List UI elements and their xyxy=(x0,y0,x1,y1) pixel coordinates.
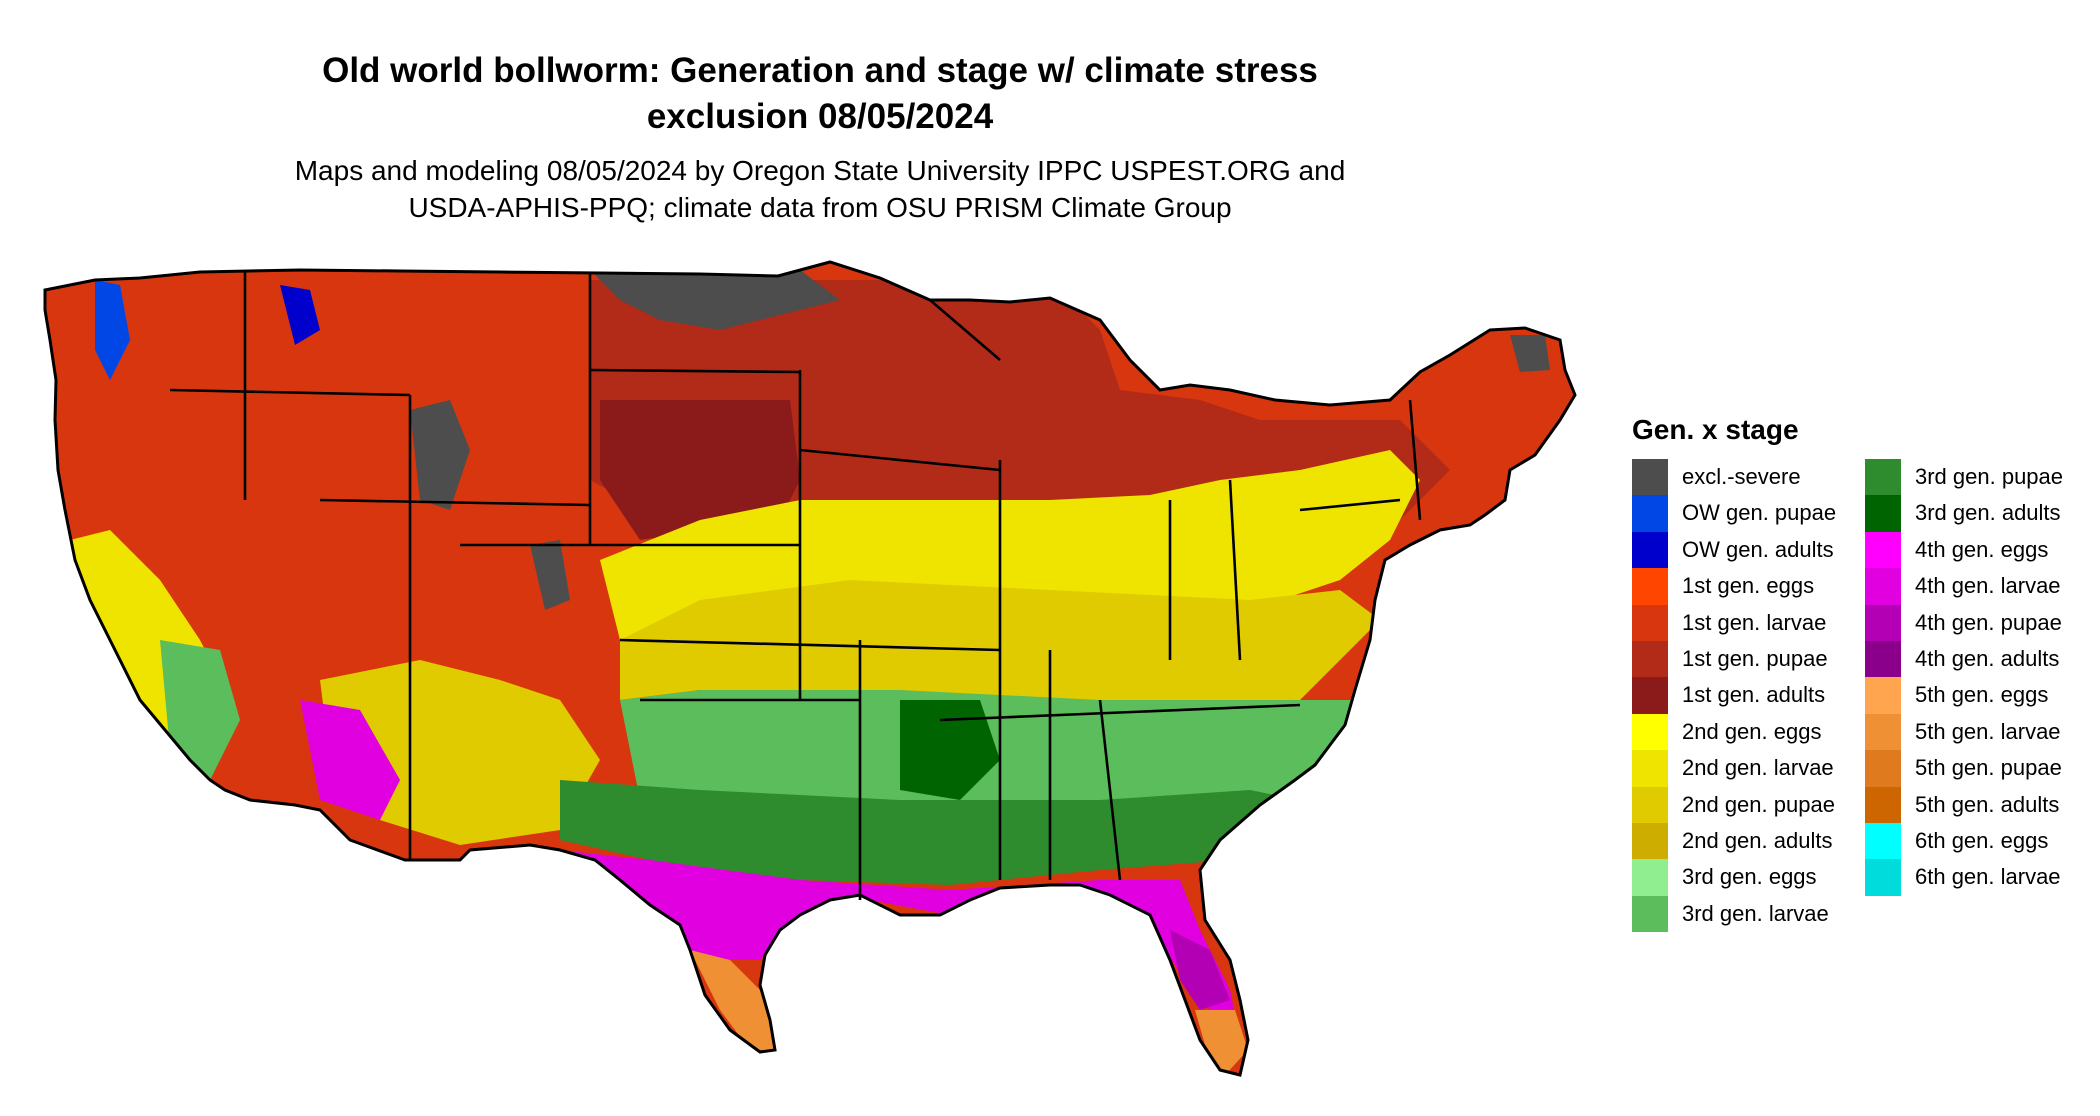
legend-swatch xyxy=(1632,822,1668,860)
zone-5th-gen-larvae-florida xyxy=(1195,1010,1248,1075)
legend-swatch xyxy=(1632,895,1668,933)
zone-4th-gen-larvae-arizona xyxy=(300,700,400,820)
legend-label: 1st gen. adults xyxy=(1682,682,1826,708)
zone-1st-gen-adults xyxy=(600,400,800,540)
subtitle-line-2: USDA-APHIS-PPQ; climate data from OSU PR… xyxy=(408,192,1232,223)
legend-label: 3rd gen. eggs xyxy=(1682,864,1817,890)
legend-swatch xyxy=(1865,568,1901,605)
legend-label: 5th gen. adults xyxy=(1915,791,2060,817)
state-boundaries xyxy=(169,272,1422,900)
legend-label: 3rd gen. adults xyxy=(1915,500,2061,526)
legend-swatch xyxy=(1632,640,1668,678)
us-generation-map xyxy=(43,260,1577,1077)
zone-excl-colorado xyxy=(530,540,570,610)
legend-label: OW gen. adults xyxy=(1682,536,1834,562)
legend-swatch xyxy=(1632,568,1668,605)
legend-swatch xyxy=(1632,459,1668,496)
legend-label: 3rd gen. pupae xyxy=(1915,464,2064,489)
legend-label: 5th gen. pupae xyxy=(1915,755,2062,781)
legend-label: excl.-severe xyxy=(1682,464,1801,489)
legend-swatch xyxy=(1865,640,1901,678)
subtitle-line-1: Maps and modeling 08/05/2024 by Oregon S… xyxy=(294,155,1346,186)
legend-swatch xyxy=(1865,859,1901,896)
legend-swatch xyxy=(1865,713,1901,751)
legend-swatch xyxy=(1632,859,1668,896)
zone-5th-gen-larvae-texas xyxy=(690,950,775,1050)
legend-label: 2nd gen. eggs xyxy=(1682,718,1822,744)
legend-swatch xyxy=(1865,604,1901,641)
zone-3rd-gen-pupae xyxy=(560,780,1300,885)
legend-swatch xyxy=(1632,677,1668,714)
zone-3rd-gen-adults xyxy=(900,700,1000,800)
legend-label: 5th gen. larvae xyxy=(1915,718,2061,744)
legend-swatch xyxy=(1865,786,1901,823)
legend-swatch xyxy=(1865,495,1901,532)
zone-excl-wyoming xyxy=(410,400,470,510)
legend-swatch xyxy=(1632,604,1668,641)
map-title: Old world bollworm: Generation and stage… xyxy=(120,48,1520,140)
legend-swatch xyxy=(1632,750,1668,787)
title-line-2: exclusion 08/05/2024 xyxy=(646,97,994,136)
legend-swatch xyxy=(1865,677,1901,714)
zone-3rd-gen-larvae xyxy=(620,690,1390,820)
zone-4th-gen-pupae-florida xyxy=(1170,930,1230,1010)
legend-swatch xyxy=(1865,822,1901,860)
legend-label: 1st gen. larvae xyxy=(1682,609,1827,635)
legend-label: 1st gen. eggs xyxy=(1682,573,1815,599)
legend-label: 4th gen. larvae xyxy=(1915,573,2061,599)
zone-3rd-gen-larvae-california xyxy=(160,640,240,780)
legend-swatch xyxy=(1865,531,1901,569)
zone-excl-maine xyxy=(1510,335,1550,372)
zone-excl-north xyxy=(590,270,840,330)
legend-swatch xyxy=(1865,459,1901,496)
legend-swatch xyxy=(1632,786,1668,823)
legend-title: Gen. x stage xyxy=(1632,414,1799,445)
legend-swatch xyxy=(1632,495,1668,532)
legend-label: 4th gen. adults xyxy=(1915,645,2060,671)
legend-label: 2nd gen. adults xyxy=(1682,827,1833,853)
legend-label: 4th gen. pupae xyxy=(1915,609,2062,635)
legend-swatch xyxy=(1865,750,1901,787)
legend-label: 6th gen. larvae xyxy=(1915,864,2061,890)
zone-ow-pupae-cascades xyxy=(95,280,130,380)
legend-label: 6th gen. eggs xyxy=(1915,827,2049,853)
legend-label: 4th gen. eggs xyxy=(1915,536,2049,562)
legend-swatch xyxy=(1632,531,1668,569)
legend-label: 1st gen. pupae xyxy=(1682,645,1828,671)
legend-label: OW gen. pupae xyxy=(1682,500,1837,526)
map-subtitle: Maps and modeling 08/05/2024 by Oregon S… xyxy=(120,152,1520,226)
legend-label: 2nd gen. larvae xyxy=(1682,755,1834,781)
title-line-1: Old world bollworm: Generation and stage… xyxy=(322,51,1318,90)
legend-swatch xyxy=(1632,713,1668,751)
legend-label: 3rd gen. larvae xyxy=(1682,900,1829,926)
legend-label: 5th gen. eggs xyxy=(1915,682,2049,708)
legend-label: 2nd gen. pupae xyxy=(1682,791,1835,817)
zone-ow-adults-rockies xyxy=(280,285,320,345)
